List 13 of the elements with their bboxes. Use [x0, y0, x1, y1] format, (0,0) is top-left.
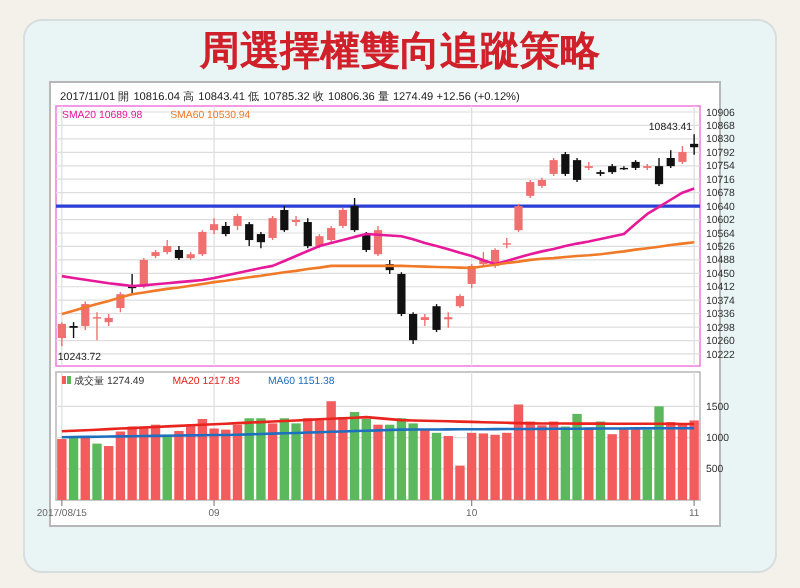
bar	[80, 437, 90, 500]
bar	[420, 429, 430, 500]
bar	[584, 427, 594, 500]
line-series	[60, 415, 696, 433]
bar	[431, 432, 442, 500]
bar	[162, 434, 172, 500]
bar	[267, 423, 278, 500]
bar	[373, 424, 383, 500]
chart-title: 周選擇權雙向追蹤策略	[198, 30, 602, 74]
line-series	[60, 187, 696, 288]
bar	[68, 437, 79, 500]
bar	[92, 443, 102, 500]
bar	[57, 439, 67, 500]
